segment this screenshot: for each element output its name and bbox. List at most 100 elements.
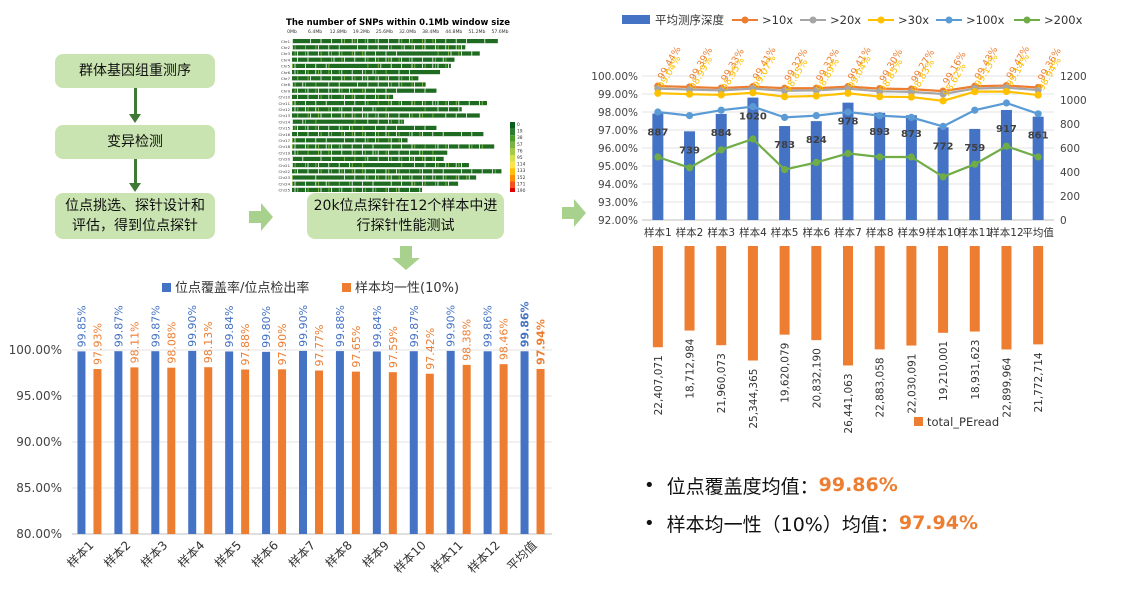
snp-gap-mark: [388, 82, 389, 87]
y-left-tick-label: 96.00%: [598, 143, 638, 155]
snp-density-mark: [331, 132, 332, 137]
series-point: [781, 113, 789, 121]
snp-density-mark: [318, 113, 319, 118]
flow-arrow-down-icon: [129, 159, 141, 192]
snp-gap-mark: [305, 107, 306, 112]
snp-density-mark: [414, 101, 416, 106]
snp-gap-mark: [388, 119, 389, 124]
bar: [114, 351, 123, 534]
bar: [1032, 116, 1044, 220]
bar: [351, 371, 360, 534]
snp-density-mark: [315, 88, 317, 93]
snp-gap-mark: [315, 144, 317, 149]
data-label: 98.46%: [498, 318, 511, 360]
snp-gap-mark: [305, 101, 306, 106]
snp-density-map: The number of SNPs within 0.1Mb window s…: [279, 18, 526, 192]
snp-gap-mark: [341, 70, 343, 75]
snp-gap-mark: [367, 156, 369, 161]
snp-gap-mark: [328, 82, 330, 87]
snp-density-mark: [331, 94, 332, 99]
snp-chromosome-label: Chr23: [279, 175, 291, 180]
snp-density-mark: [458, 51, 460, 56]
data-label: 97.88%: [239, 324, 252, 366]
snp-gap-mark: [398, 119, 400, 124]
snp-density-mark: [424, 63, 426, 68]
bar: [299, 350, 307, 534]
bar: [372, 351, 381, 534]
snp-gap-mark: [424, 163, 426, 168]
snp-gap-mark: [375, 57, 376, 62]
x-tick-label: 样本9: [898, 226, 926, 239]
snp-density-mark: [307, 113, 309, 118]
snp-density-mark: [318, 187, 319, 192]
snp-chromosome-bar: [292, 63, 451, 68]
snp-gap-mark: [409, 150, 410, 155]
snp-density-mark: [414, 63, 416, 68]
snp-gap-mark: [409, 156, 410, 161]
legend-marker: [741, 16, 749, 24]
snp-gap-mark: [398, 113, 400, 118]
snp-chromosome-bar: [292, 88, 437, 93]
snp-gap-mark: [325, 101, 327, 106]
snp-gap-mark: [455, 113, 457, 118]
snp-density-mark: [315, 163, 317, 168]
snp-density-mark: [294, 82, 296, 87]
snp-chromosome-label: Chr11: [279, 101, 291, 106]
snp-chromosome-label: Chr9: [281, 88, 291, 93]
snp-gap-mark: [307, 125, 309, 130]
flow-arrow-down-icon: [129, 88, 141, 123]
data-label: 97.90%: [276, 323, 289, 365]
snp-gap-mark: [318, 132, 319, 137]
snp-gap-mark: [401, 57, 402, 62]
snp-density-mark: [292, 63, 293, 68]
snp-density-mark: [422, 82, 423, 87]
snp-legend-swatch: [510, 168, 515, 175]
series-point: [907, 153, 915, 161]
depth-value-label: 884: [711, 128, 732, 139]
y-tick-label: 90.00%: [16, 435, 62, 449]
snp-density-mark: [328, 150, 330, 155]
bar: [715, 113, 727, 220]
snp-gap-mark: [331, 76, 332, 81]
series-point: [654, 153, 662, 161]
snp-gap-mark: [315, 107, 317, 112]
snp-gap-mark: [442, 169, 444, 174]
snp-gap-mark: [341, 107, 343, 112]
snp-gap-mark: [310, 113, 311, 118]
legend-marker: [809, 16, 817, 24]
snp-gap-mark: [338, 169, 340, 174]
snp-density-mark: [367, 101, 369, 106]
snp-density-mark: [388, 169, 390, 174]
summary-uniformity-value: 97.94%: [898, 512, 978, 534]
snp-gap-mark: [294, 101, 296, 106]
snp-density-mark: [409, 57, 410, 62]
snp-gap-mark: [390, 175, 392, 180]
snp-gap-mark: [351, 76, 353, 81]
snp-gap-mark: [411, 181, 413, 186]
snp-gap-mark: [419, 113, 421, 118]
data-label: 99.84%: [371, 306, 384, 348]
snp-gap-mark: [375, 175, 376, 180]
y-left-tick-label: 93.00%: [598, 197, 638, 209]
snp-gap-mark: [411, 132, 413, 137]
snp-density-mark: [388, 94, 390, 99]
snp-gap-mark: [354, 138, 356, 143]
snp-gap-mark: [385, 169, 387, 174]
snp-density-mark: [351, 51, 353, 56]
snp-legend-value: 95: [517, 155, 523, 161]
snp-gap-mark: [367, 119, 369, 124]
snp-gap-mark: [471, 132, 473, 137]
snp-chromosome-label: Chr12: [279, 107, 291, 112]
snp-density-mark: [307, 76, 309, 81]
bar: [842, 102, 854, 220]
legend-label: total_PEread: [927, 415, 999, 429]
snp-density-mark: [292, 175, 293, 180]
series-point: [781, 87, 789, 95]
snp-density-mark: [435, 144, 436, 149]
snp-gap-mark: [468, 144, 470, 149]
bar: [874, 246, 885, 350]
snp-gap-mark: [341, 150, 343, 155]
x-tick-label: 平均值: [1022, 226, 1054, 239]
snp-axis-tick: 0Mb: [287, 29, 297, 35]
snp-gap-mark: [372, 107, 374, 112]
